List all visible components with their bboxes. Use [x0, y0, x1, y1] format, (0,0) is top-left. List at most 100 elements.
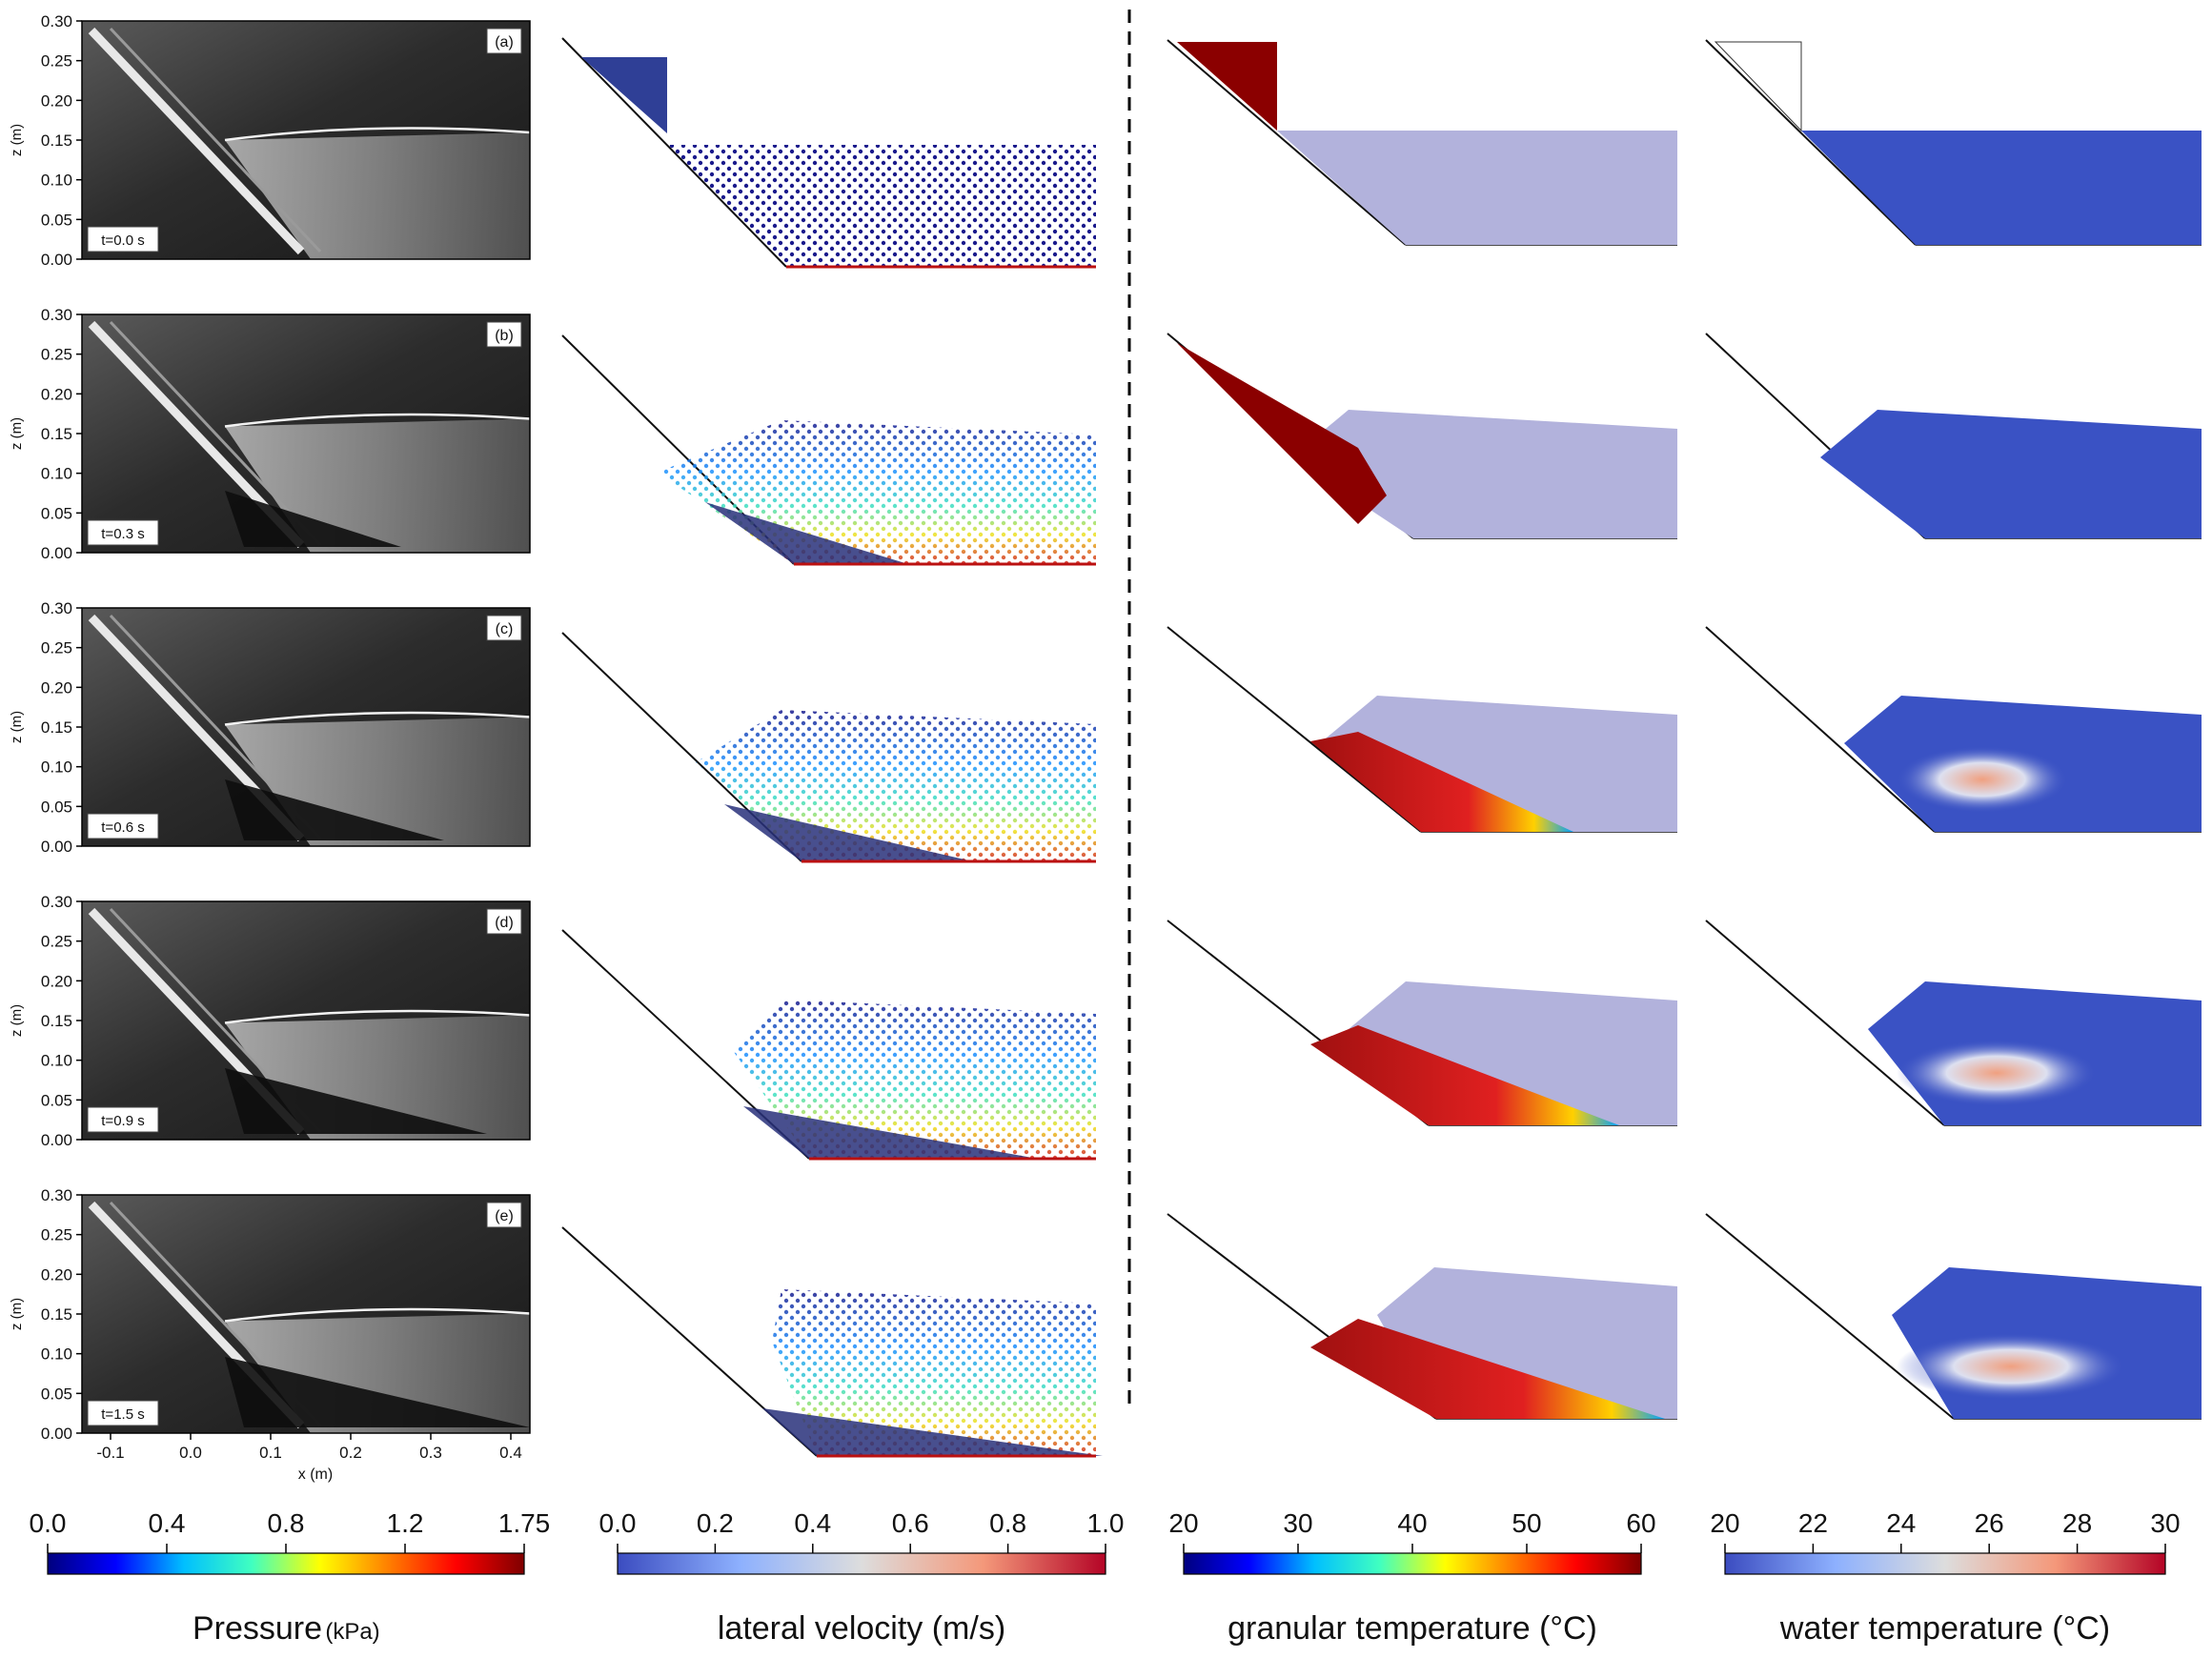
z-tick-label: 0.00: [41, 1131, 72, 1149]
photo-granular-deposit: [225, 1357, 530, 1427]
photo-slope-plate: [88, 27, 305, 255]
warm-region: [1897, 1040, 2097, 1106]
panel-label: (d): [495, 915, 514, 931]
granular-panel-2: [1167, 333, 1677, 539]
z-tick-label: 0.30: [41, 599, 72, 617]
water-particles: [734, 1000, 1096, 1159]
x-tick-label: 0.1: [259, 1444, 282, 1462]
velocity-panel-5: [561, 1226, 1103, 1458]
z-axis-label: z (m): [9, 124, 25, 156]
colorbar-tick-label: 0.4: [149, 1508, 186, 1538]
colorbar-unit: (kPa): [325, 1619, 379, 1645]
z-tick-label: 0.30: [41, 12, 72, 30]
z-tick-label: 0.15: [41, 1305, 72, 1324]
z-tick-label: 0.20: [41, 678, 72, 697]
water-particles: [658, 420, 1096, 564]
time-label-box: [87, 226, 159, 253]
velocity-panel-4: [561, 929, 1096, 1161]
colorbar-gradient: [47, 1552, 525, 1575]
slope-line: [1705, 1213, 1955, 1420]
panel-label-box: [486, 321, 522, 348]
z-axis-label: z (m): [9, 417, 25, 450]
photo-panel-2: (b) t=0.3 s 0.30 0.25 0.20 0.15 0.10 0.05 0.00 z …: [9, 306, 531, 562]
granular-mass: [1177, 343, 1387, 524]
z-tick-label: 0.10: [41, 172, 72, 190]
z-tick-label: 0.05: [41, 798, 72, 816]
photo-water-surface: [224, 127, 531, 142]
granular-block: [581, 57, 667, 133]
colorbar-tick-label: 50: [1512, 1508, 1541, 1538]
x-tick-label: 0.2: [339, 1444, 362, 1462]
slope-line: [1167, 39, 1407, 246]
colorbar-title: granular temperature (°C): [1228, 1610, 1597, 1647]
slope-line: [1167, 626, 1422, 833]
water-temperature-column: [1705, 39, 2202, 1420]
panel-label-box: [486, 28, 522, 54]
z-tick-label: 0.20: [41, 1265, 72, 1284]
slope-line: [1705, 626, 1936, 833]
water-temp-panel-5: [1705, 1213, 2202, 1420]
colorbar-title: Pressure: [193, 1610, 322, 1647]
panel-label-box: [486, 908, 522, 935]
velocity-column: [561, 37, 1103, 1458]
granular-panel-3: [1167, 626, 1677, 833]
granular-mass: [1310, 1025, 1619, 1125]
time-label-box: [87, 813, 159, 839]
velocity-panel-2: [561, 334, 1096, 566]
photo-granular-deposit: [225, 1068, 487, 1134]
water-temp-panel-1: [1705, 39, 2202, 246]
x-tick-label: 0.4: [499, 1444, 522, 1462]
time-label: t=0.0 s: [101, 232, 144, 249]
z-tick-label: 0.25: [41, 346, 72, 364]
velocity-panel-1: [561, 37, 1096, 269]
z-tick-label: 0.25: [41, 52, 72, 71]
colorbar-tick-label: 22: [1798, 1508, 1828, 1538]
z-tick-label: 0.30: [41, 1186, 72, 1204]
slope-line: [1705, 920, 1945, 1126]
colorbar-tick-label: 20: [1168, 1508, 1198, 1538]
z-tick-label: 0.15: [41, 718, 72, 737]
time-label-box: [87, 519, 159, 546]
z-tick-label: 0.25: [41, 933, 72, 951]
photo-water-surface: [224, 1307, 531, 1323]
granular-block: [1177, 42, 1277, 131]
granular-mass: [724, 804, 973, 861]
colorbar-lateral-velocity: 0.0 0.2 0.4 0.6 0.8 1.0 lateral velocity (m/s): [599, 1508, 1125, 1647]
time-label: t=0.9 s: [101, 1113, 144, 1129]
water-particles: [696, 710, 1096, 861]
photo-granular-deposit: [225, 779, 444, 840]
z-tick-label: 0.10: [41, 465, 72, 483]
colorbar-tick-label: 60: [1626, 1508, 1655, 1538]
z-tick-label: 0.15: [41, 1012, 72, 1030]
colorbar-tick-label: 26: [1975, 1508, 2004, 1538]
warm-region: [1897, 1333, 2125, 1400]
z-tick-label: 0.20: [41, 972, 72, 990]
photo-water-surface: [224, 1009, 531, 1024]
colorbar-tick-label: 0.4: [794, 1508, 831, 1538]
water-body: [1820, 410, 2202, 538]
water-particles: [667, 145, 1096, 267]
photo-panel-3: (c) t=0.6 s 0.30 0.25 0.20 0.15 0.10 0.05 0.00 z …: [9, 599, 531, 856]
water-temp-panel-4: [1705, 920, 2202, 1126]
panel-label-box: [486, 615, 522, 641]
photo-column: (a) t=0.0 s 0.30 0.25 0.20 0.15 0.10 0.05 0.00 z …: [9, 12, 531, 1483]
x-tick-label: 0.0: [179, 1444, 202, 1462]
water-temp-panel-2: [1705, 333, 2202, 539]
colorbar-tick-label: 1.75: [498, 1508, 551, 1538]
colorbar-pressure: 0.0 0.4 0.8 1.2 1.75 Pressure (kPa): [30, 1508, 551, 1647]
z-axis-label: z (m): [9, 1298, 25, 1330]
granular-outline: [1714, 41, 1802, 132]
colorbar-tick-label: 0.2: [697, 1508, 734, 1538]
photo-slope-edge: [109, 27, 322, 253]
x-axis-label: x (m): [298, 1466, 333, 1483]
z-tick-label: 0.20: [41, 91, 72, 110]
time-label-box: [87, 1106, 159, 1133]
panel-label: (e): [495, 1208, 514, 1224]
water-particles: [772, 1289, 1096, 1456]
granular-mass: [1310, 732, 1573, 832]
granular-mass: [743, 1106, 1038, 1159]
photo-water: [225, 132, 530, 259]
panel-label: (b): [495, 328, 514, 344]
